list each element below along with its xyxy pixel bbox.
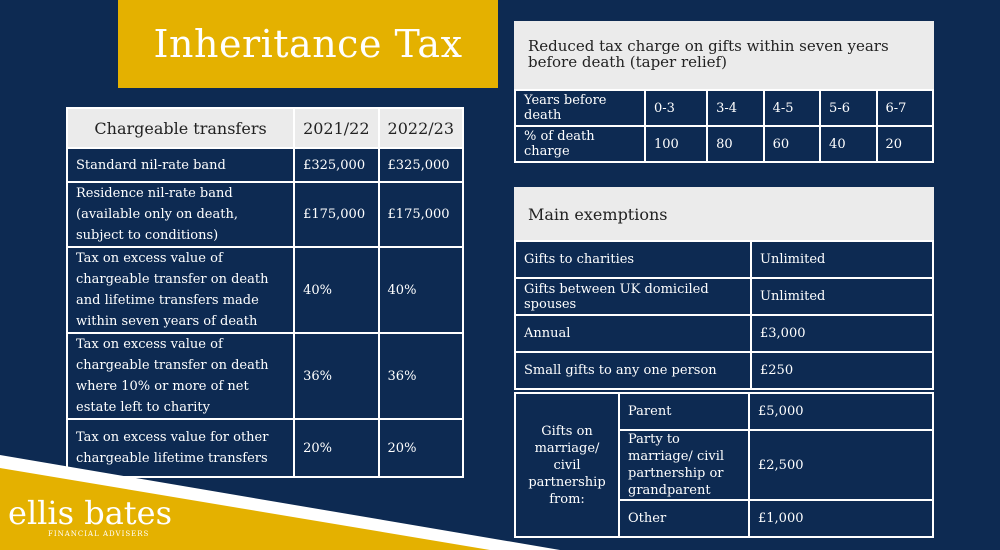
table-cell: 100 — [643, 125, 709, 163]
row-value: 20% — [293, 418, 380, 478]
page-title: Inheritance Tax — [153, 22, 463, 66]
table-row: Small gifts to any one person £250 — [514, 351, 934, 390]
row-value: 36% — [377, 332, 465, 420]
row-label: Other — [618, 499, 750, 538]
table-row: Tax on excess value of chargeable transf… — [65, 246, 465, 334]
table-row: Years before death 0-3 3-4 4-5 5-6 6-7 — [514, 89, 935, 127]
row-value: £325,000 — [377, 147, 465, 183]
table-row: Tax on excess value for other chargeable… — [65, 418, 465, 478]
column-header: Chargeable transfers — [65, 107, 296, 149]
brand-logo: ellis bates FINANCIAL ADVISERS — [8, 496, 172, 538]
row-value: £1,000 — [748, 499, 934, 538]
table-cell: 20 — [875, 125, 935, 163]
table-row: Standard nil-rate band £325,000 £325,000 — [65, 147, 465, 183]
row-label: Parent — [618, 392, 750, 431]
row-label: Party to marriage/ civil partnership or … — [618, 429, 750, 501]
table-cell: 5-6 — [819, 89, 878, 127]
table-row: Party to marriage/ civil partnership or … — [515, 429, 934, 501]
table-row: % of death charge 100 80 60 40 20 — [514, 125, 935, 163]
table-cell: 3-4 — [706, 89, 765, 127]
row-label: Annual — [514, 314, 752, 353]
row-label: Years before death — [514, 89, 646, 127]
row-value: £5,000 — [748, 392, 934, 431]
table-row: Other £1,000 — [515, 499, 934, 538]
table-cell: 60 — [762, 125, 822, 163]
row-label: % of death charge — [514, 125, 646, 163]
table-cell: 4-5 — [762, 89, 822, 127]
row-label: Tax on excess value of chargeable transf… — [65, 246, 296, 334]
row-value: 36% — [293, 332, 380, 420]
table-row: Tax on excess value of chargeable transf… — [65, 332, 465, 420]
table-cell: 6-7 — [875, 89, 935, 127]
table-header-row: Chargeable transfers 2021/22 2022/23 — [65, 107, 465, 149]
exemptions-table: Gifts to charities Unlimited Gifts betwe… — [514, 240, 934, 390]
row-value: £2,500 — [748, 429, 934, 501]
table-row: Gifts to charities Unlimited — [514, 240, 934, 279]
table-cell: 40 — [819, 125, 878, 163]
table-row: Gifts between UK domiciled spouses Unlim… — [514, 277, 934, 316]
row-value: £3,000 — [750, 314, 934, 353]
table-cell: 80 — [706, 125, 765, 163]
row-label: Gifts to charities — [514, 240, 752, 279]
table-cell: 0-3 — [643, 89, 709, 127]
row-label: Small gifts to any one person — [514, 351, 752, 390]
row-label: Tax on excess value of chargeable transf… — [65, 332, 296, 420]
row-value: Unlimited — [750, 240, 934, 279]
gold-stripe — [0, 468, 490, 550]
taper-relief-table: Years before death 0-3 3-4 4-5 5-6 6-7 %… — [514, 89, 935, 163]
group-label: Gifts on marriage/ civil partnership fro… — [514, 392, 620, 538]
row-value: Unlimited — [750, 277, 934, 316]
row-label: Standard nil-rate band — [65, 147, 296, 183]
brand-name: ellis bates — [8, 494, 173, 532]
brand-tagline: FINANCIAL ADVISERS — [48, 530, 150, 538]
title-banner: Inheritance Tax — [118, 0, 498, 88]
row-value: 40% — [293, 246, 380, 334]
row-label: Residence nil-rate band (available only … — [65, 181, 296, 248]
row-value: 20% — [377, 418, 465, 478]
row-label: Tax on excess value for other chargeable… — [65, 418, 296, 478]
chargeable-transfers-table: Chargeable transfers 2021/22 2022/23 Sta… — [65, 107, 465, 478]
row-value: £175,000 — [377, 181, 465, 248]
column-header: 2022/23 — [377, 107, 465, 149]
row-value: £175,000 — [293, 181, 380, 248]
column-header: 2021/22 — [293, 107, 380, 149]
row-value: £250 — [750, 351, 934, 390]
marriage-gifts-table: Gifts on marriage/ civil partnership fro… — [514, 392, 934, 538]
row-label: Gifts between UK domiciled spouses — [514, 277, 752, 316]
taper-relief-header: Reduced tax charge on gifts within seven… — [514, 21, 934, 89]
table-row: Annual £3,000 — [514, 314, 934, 353]
row-value: £325,000 — [293, 147, 380, 183]
table-row: Residence nil-rate band (available only … — [65, 181, 465, 248]
table-row: Gifts on marriage/ civil partnership fro… — [514, 392, 934, 538]
row-value: 40% — [377, 246, 465, 334]
exemptions-header: Main exemptions — [514, 187, 934, 240]
